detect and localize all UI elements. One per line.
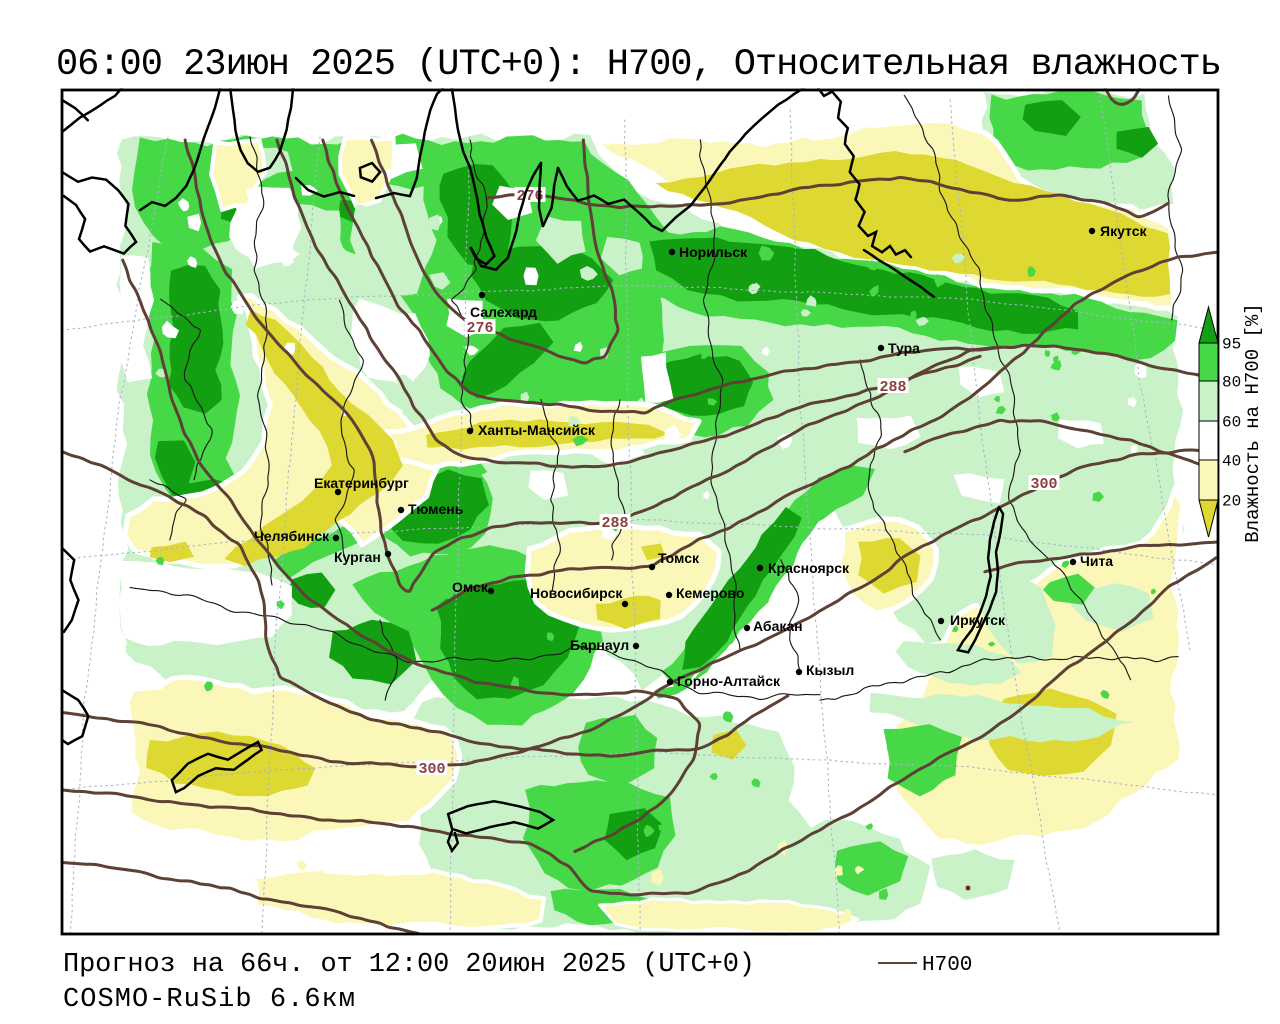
- svg-text:Прогноз на 66ч. от 12:00 20июн: Прогноз на 66ч. от 12:00 20июн 2025 (UTC…: [63, 950, 755, 980]
- svg-text:95: 95: [1222, 336, 1241, 354]
- svg-text:Кемерово: Кемерово: [676, 585, 744, 601]
- svg-text:Чита: Чита: [1080, 553, 1113, 569]
- svg-text:Кызыл: Кызыл: [806, 662, 854, 678]
- svg-text:80: 80: [1222, 374, 1241, 392]
- svg-text:Абакан: Абакан: [753, 618, 803, 634]
- svg-text:Омск: Омск: [452, 579, 489, 595]
- svg-text:Томск: Томск: [658, 550, 700, 566]
- svg-text:276: 276: [466, 320, 493, 337]
- svg-text:Горно-Алтайск: Горно-Алтайск: [677, 673, 781, 689]
- svg-text:300: 300: [418, 761, 445, 778]
- svg-text:Барнаул: Барнаул: [570, 637, 629, 653]
- svg-text:40: 40: [1222, 453, 1241, 471]
- svg-text:H700: H700: [922, 954, 972, 977]
- svg-text:Красноярск: Красноярск: [768, 560, 850, 576]
- svg-text:Курган: Курган: [334, 549, 381, 565]
- svg-text:Влажность на H700 [%]: Влажность на H700 [%]: [1242, 303, 1264, 542]
- svg-text:Тура: Тура: [888, 340, 920, 356]
- svg-text:Иркутск: Иркутск: [950, 612, 1006, 628]
- svg-text:Челябинск: Челябинск: [254, 528, 330, 544]
- svg-text:Тюмень: Тюмень: [408, 501, 464, 517]
- svg-text:300: 300: [1030, 476, 1057, 493]
- svg-text:Ханты-Мансийск: Ханты-Мансийск: [478, 422, 596, 438]
- svg-text:60: 60: [1222, 414, 1241, 432]
- svg-text:Екатеринбург: Екатеринбург: [314, 475, 409, 491]
- svg-text:COSMO-RuSib 6.6км: COSMO-RuSib 6.6км: [63, 985, 355, 1015]
- svg-text:Новосибирск: Новосибирск: [530, 585, 623, 601]
- svg-text:Якутск: Якутск: [1100, 223, 1147, 239]
- svg-text:20: 20: [1222, 493, 1241, 511]
- svg-text:288: 288: [601, 515, 628, 532]
- svg-text:288: 288: [879, 379, 906, 396]
- svg-text:Салехард: Салехард: [470, 304, 537, 320]
- svg-text:Норильск: Норильск: [679, 244, 748, 260]
- svg-text:06:00 23июн 2025 (UTC+0): H700: 06:00 23июн 2025 (UTC+0): H700, Относите…: [56, 44, 1222, 86]
